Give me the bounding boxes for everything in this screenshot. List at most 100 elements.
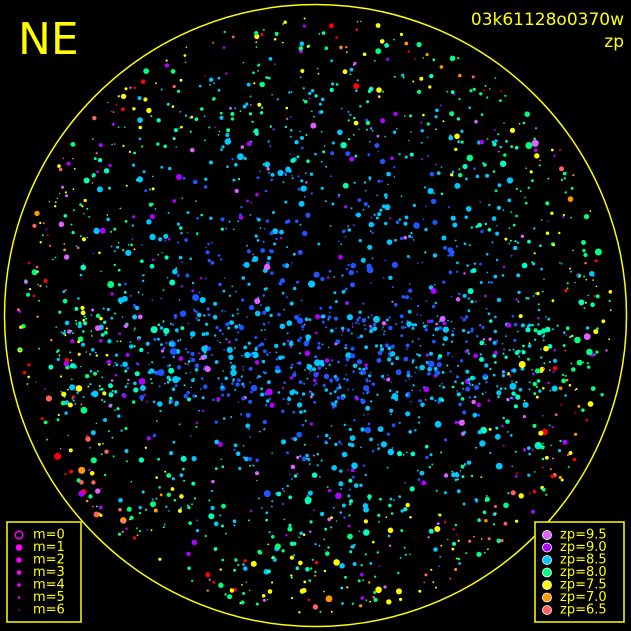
star-dot (489, 451, 492, 454)
star-dot (458, 419, 465, 426)
star-dot (254, 348, 258, 352)
star-dot (246, 245, 249, 247)
star-dot (325, 165, 328, 168)
star-dot (532, 381, 537, 387)
star-dot (242, 104, 247, 109)
star-dot (432, 334, 435, 337)
star-dot (559, 386, 561, 388)
star-dot (94, 325, 101, 331)
star-dot (274, 31, 279, 36)
star-dot (318, 544, 321, 547)
star-dot (223, 348, 226, 351)
star-dot (153, 371, 156, 374)
star-dot (558, 475, 562, 480)
star-dot (455, 375, 460, 379)
star-dot (454, 182, 461, 189)
star-dot (88, 215, 91, 218)
star-dot (116, 340, 119, 343)
star-dot (562, 373, 565, 377)
star-dot (471, 75, 475, 79)
star-dot (234, 558, 238, 562)
star-dot (121, 520, 125, 523)
star-dot (101, 399, 103, 401)
star-dot (416, 304, 420, 308)
star-dot (543, 278, 545, 280)
star-dot (480, 113, 484, 116)
star-dot (409, 486, 415, 492)
star-dot (250, 201, 252, 204)
star-dot (426, 122, 430, 126)
star-dot (172, 440, 176, 444)
star-dot (350, 468, 355, 473)
star-dot (594, 248, 602, 256)
star-dot (149, 214, 155, 220)
star-dot (334, 300, 338, 304)
star-dot (265, 388, 273, 396)
star-dot (172, 199, 177, 203)
star-dot (288, 169, 292, 173)
star-dot (497, 133, 500, 136)
star-dot (518, 314, 523, 319)
star-dot (236, 308, 239, 311)
star-dot (553, 154, 556, 157)
star-dot (89, 446, 91, 449)
star-dot (108, 186, 111, 190)
star-dot (339, 511, 343, 514)
star-dot (151, 498, 154, 501)
star-dot (519, 190, 522, 193)
star-dot (305, 134, 308, 136)
star-dot (381, 374, 385, 378)
star-dot (131, 163, 136, 167)
star-dot (501, 343, 504, 345)
star-dot (511, 380, 513, 383)
star-dot (255, 479, 258, 482)
star-dot (66, 161, 71, 166)
star-dot (59, 447, 62, 450)
star-dot (281, 387, 284, 390)
star-dot (201, 396, 205, 400)
star-dot (484, 84, 487, 87)
star-dot (460, 140, 464, 144)
star-dot (532, 295, 535, 297)
star-dot (217, 254, 221, 257)
star-dot (237, 220, 240, 223)
star-dot (331, 359, 334, 362)
star-dot (63, 329, 66, 332)
star-dot (255, 192, 259, 197)
star-dot (117, 241, 120, 244)
star-dot (408, 139, 410, 142)
star-dot (363, 385, 370, 392)
star-dot (42, 222, 45, 225)
star-dot (120, 364, 123, 367)
star-dot (400, 509, 404, 513)
star-dot (203, 115, 206, 118)
star-dot (158, 486, 161, 489)
star-dot (479, 440, 486, 447)
star-dot (98, 505, 103, 510)
star-dot (462, 387, 464, 390)
star-dot (335, 36, 338, 39)
star-dot (184, 114, 188, 117)
star-dot (177, 331, 179, 334)
star-dot (79, 365, 82, 368)
star-dot (313, 384, 316, 387)
star-dot (145, 341, 150, 346)
star-dot (419, 364, 426, 371)
star-dot (72, 399, 75, 402)
star-dot (297, 361, 302, 365)
star-dot (433, 283, 436, 286)
star-dot (459, 359, 464, 363)
star-dot (495, 462, 503, 470)
star-dot (404, 295, 410, 300)
star-dot (99, 513, 103, 517)
star-dot (608, 299, 611, 303)
star-dot (452, 222, 458, 228)
star-dot (466, 154, 474, 162)
star-dot (200, 388, 202, 390)
star-dot (454, 147, 458, 152)
star-dot (405, 343, 410, 348)
star-dot (190, 337, 193, 339)
star-dot (335, 327, 337, 330)
star-dot (39, 221, 42, 225)
star-dot (405, 379, 407, 382)
